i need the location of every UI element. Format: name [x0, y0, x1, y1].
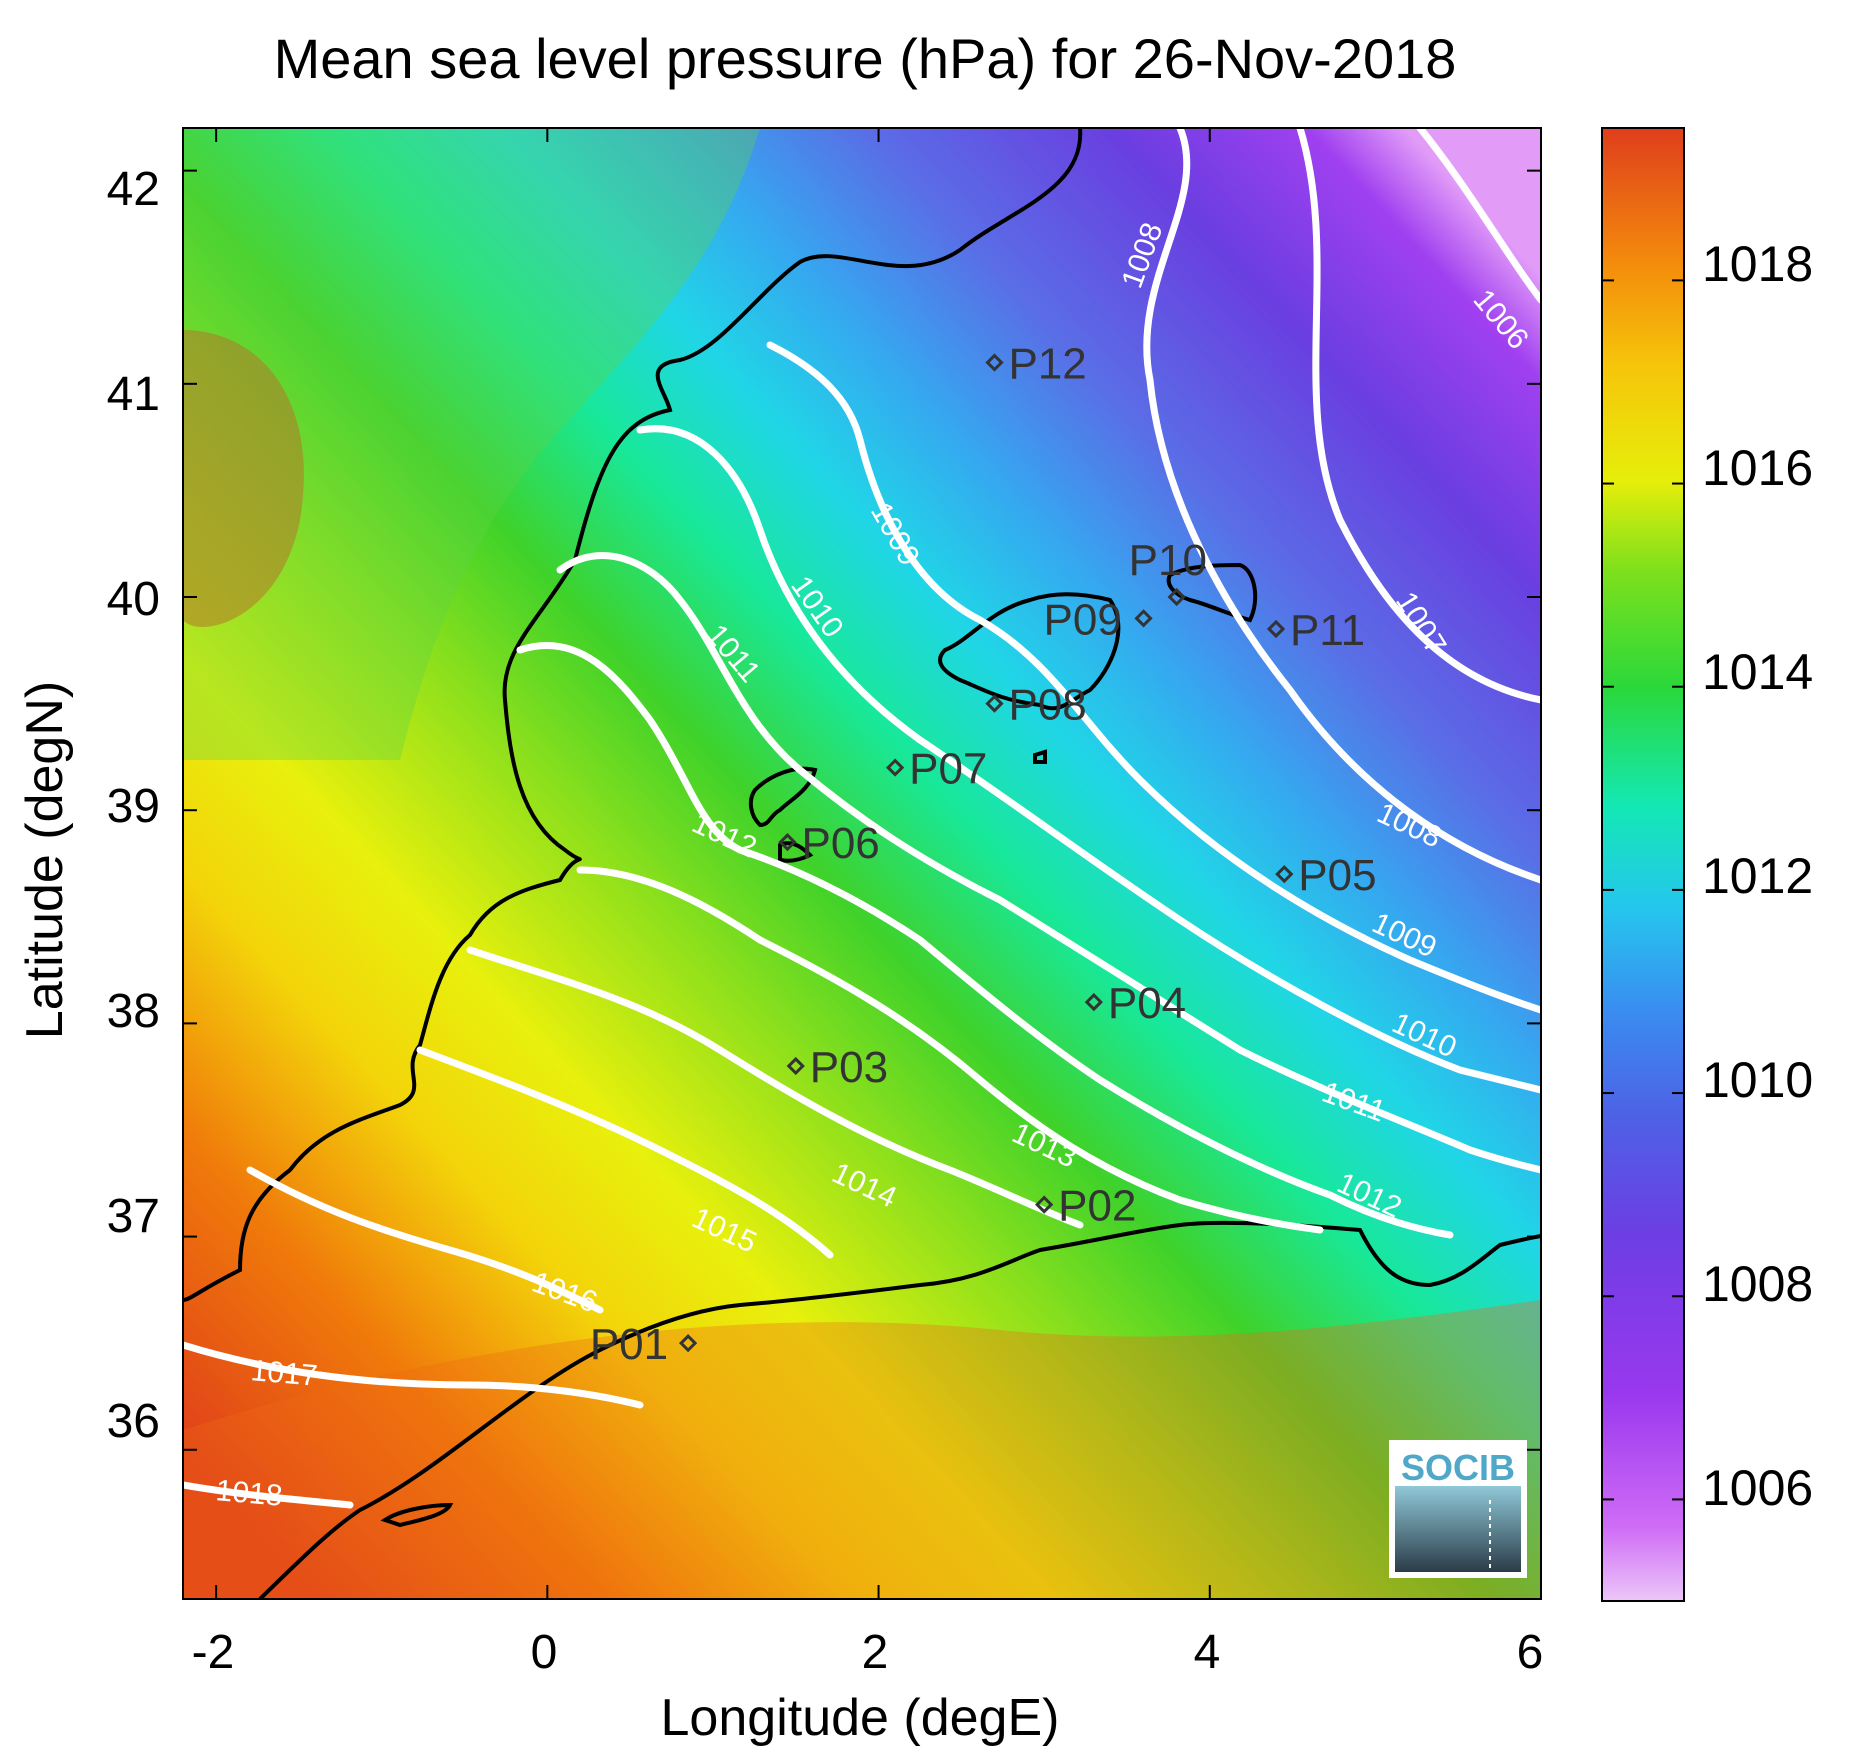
isobar-1007 [1296, 128, 1541, 704]
coastline [183, 128, 1541, 1599]
y-tick-label: 38 [107, 985, 160, 1038]
y-axis-ticks: 36 37 38 39 40 41 42 [107, 163, 160, 1448]
station-marker [1167, 587, 1186, 607]
isobar-1017 [183, 1341, 644, 1409]
x-tick-label: 6 [1517, 1626, 1544, 1679]
station-label: P02 [1058, 1182, 1136, 1231]
y-tick-label: 36 [107, 1395, 160, 1448]
iberia-land-tint [183, 128, 760, 760]
isobar-1015 [416, 1046, 834, 1259]
x-tick-label: 4 [1194, 1626, 1221, 1679]
station-marker [778, 833, 797, 852]
station-label: P04 [1108, 979, 1186, 1028]
station-marker [1266, 619, 1286, 639]
station-label: P09 [1044, 595, 1122, 644]
x-axis-label: Longitude (degE) [661, 1689, 1060, 1747]
isobar-1011 [556, 552, 1541, 1174]
station-label: P08 [1008, 681, 1086, 730]
land-high-patch [183, 330, 304, 627]
colorbar-tick-label: 1012 [1702, 848, 1813, 904]
isobar-1016 [246, 1166, 604, 1314]
isobar-1012 [516, 641, 1454, 1239]
station-label: P10 [1129, 536, 1207, 585]
isobar-1010 [636, 425, 1541, 1094]
chart-title: Mean sea level pressure (hPa) for 26-Nov… [274, 27, 1457, 90]
isobars [183, 128, 1541, 1509]
axis-tick-marks [183, 128, 1542, 1599]
station-marker [886, 758, 905, 777]
y-axis-label: Latitude (degN) [16, 681, 74, 1039]
station-marker [985, 353, 1004, 372]
station-marker [1275, 865, 1294, 884]
station-label: P12 [1008, 340, 1086, 389]
colorbar-tick-label: 1010 [1702, 1052, 1813, 1108]
x-axis-ticks: -2 0 2 4 6 [192, 1626, 1544, 1679]
y-tick-label: 41 [107, 368, 160, 421]
station-label: P05 [1298, 851, 1376, 900]
isobar-label: 1018 [214, 1474, 283, 1513]
x-tick-label: 0 [531, 1626, 558, 1679]
isobar-1018 [183, 1481, 354, 1509]
isobar-1013 [576, 866, 1324, 1234]
colorbar-tick-label: 1006 [1702, 1460, 1813, 1516]
station-label: P11 [1290, 606, 1365, 655]
isobar-1014 [466, 946, 1084, 1229]
map-area: 1006 1007 1008 1008 1009 1009 1010 1010 … [183, 128, 1541, 1599]
colorbar-tick-label: 1008 [1702, 1256, 1813, 1312]
station-marker [786, 1056, 805, 1076]
colorbar-ticks: 1006 1008 1010 1012 1014 1016 1018 [1702, 236, 1813, 1516]
station-marker [1084, 992, 1103, 1012]
x-tick-label: 2 [862, 1626, 889, 1679]
socib-logo-text: SOCIB [1401, 1447, 1515, 1488]
y-tick-label: 37 [107, 1190, 160, 1243]
station-label: P06 [801, 819, 879, 868]
station-marker [985, 694, 1004, 713]
isobar-1008 [1143, 128, 1541, 884]
station-marker [678, 1334, 698, 1353]
y-tick-label: 39 [107, 780, 160, 833]
colorbar-gradient [1601, 127, 1685, 1602]
plot-frame [182, 127, 1542, 1600]
station-label: P01 [590, 1320, 668, 1369]
colorbar-tick-marks [1602, 279, 1684, 1501]
isobar-1006 [1416, 128, 1541, 304]
y-tick-label: 42 [107, 163, 160, 216]
station-marker [1035, 1195, 1054, 1214]
colorbar-tick-label: 1014 [1702, 644, 1813, 700]
station-label: P07 [909, 745, 987, 794]
colorbar-tick-label: 1016 [1702, 440, 1813, 496]
colorbar-tick-label: 1018 [1702, 236, 1813, 292]
station-marker [1134, 609, 1153, 628]
x-tick-label: -2 [192, 1626, 235, 1679]
isobar-label: 1017 [249, 1354, 318, 1393]
isobar-1009 [766, 341, 1541, 1014]
africa-land-tint [183, 1300, 1541, 1599]
colorbar: 1006 1008 1010 1012 1014 1016 1018 [1601, 127, 1813, 1602]
station-label: P03 [810, 1043, 888, 1092]
y-tick-label: 40 [107, 573, 160, 626]
socib-logo: SOCIB [1389, 1440, 1527, 1578]
